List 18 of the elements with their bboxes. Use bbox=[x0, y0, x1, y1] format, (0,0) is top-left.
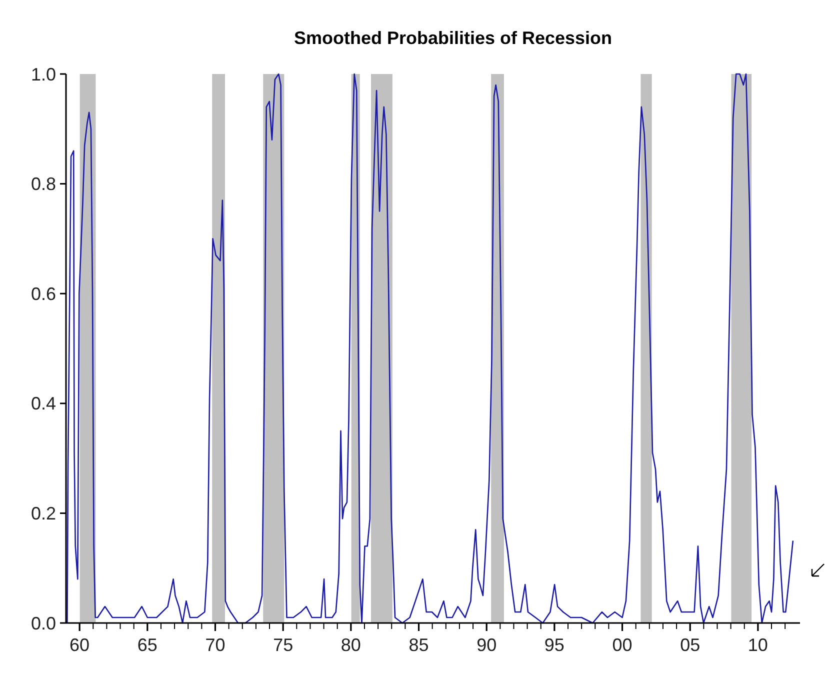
x-tick-label: 00 bbox=[612, 635, 632, 655]
x-tick-label: 80 bbox=[340, 635, 361, 655]
x-tick-label: 90 bbox=[476, 635, 497, 655]
x-tick-label: 10 bbox=[748, 635, 768, 655]
y-tick-label: 0.8 bbox=[30, 174, 56, 194]
x-tick-label: 65 bbox=[137, 635, 158, 655]
chart-title: Smoothed Probabilities of Recession bbox=[294, 28, 612, 48]
x-tick-label: 85 bbox=[408, 635, 429, 655]
x-tick-label: 05 bbox=[680, 635, 700, 655]
y-tick-label: 0.0 bbox=[30, 613, 56, 634]
y-tick-label: 0.2 bbox=[30, 504, 56, 524]
x-tick-label: 70 bbox=[205, 635, 226, 655]
x-tick-label: 60 bbox=[70, 635, 90, 655]
y-tick-label: 0.6 bbox=[30, 284, 56, 304]
x-tick-label: 75 bbox=[273, 635, 294, 655]
y-tick-label: 1.0 bbox=[30, 64, 56, 84]
x-tick-label: 95 bbox=[544, 635, 564, 655]
y-tick-label: 0.4 bbox=[30, 394, 56, 414]
